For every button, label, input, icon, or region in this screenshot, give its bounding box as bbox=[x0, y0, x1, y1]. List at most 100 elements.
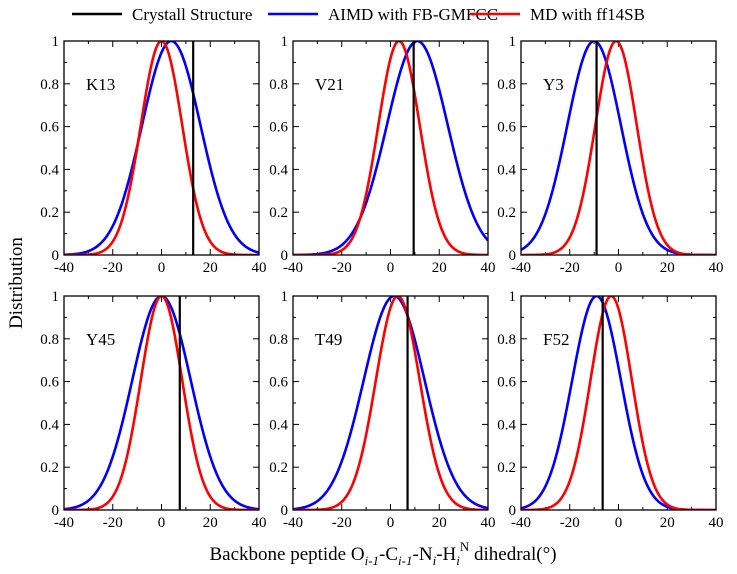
y-tick-label: 0.8 bbox=[40, 77, 59, 93]
x-tick-label: 20 bbox=[660, 260, 675, 276]
panel-f52: -40 -20 0 20 40 0 0.2 0.4 0.6 0.8 1 F52 bbox=[497, 289, 723, 531]
x-tick-label: -40 bbox=[511, 260, 531, 276]
y-tick-label: 0.6 bbox=[269, 375, 288, 391]
aimd-curve bbox=[521, 41, 716, 255]
y-tick-label: 0.4 bbox=[497, 162, 516, 178]
x-tick-label: 0 bbox=[615, 260, 623, 276]
md-curve bbox=[293, 41, 488, 255]
x-tick-label: 20 bbox=[660, 515, 675, 531]
legend-label-2: MD with ff14SB bbox=[530, 5, 645, 24]
panel-label: F52 bbox=[543, 330, 569, 349]
y-tick-label: 0 bbox=[281, 503, 289, 519]
x-axis-title: Backbone peptide Oi-1-Ci-1-Ni-HiN dihedr… bbox=[209, 539, 556, 568]
panel-k13: -40 -20 0 20 40 0 0.2 0.4 0.6 0.8 1 K13 bbox=[40, 34, 266, 276]
x-tick-label: 40 bbox=[481, 260, 496, 276]
y-tick-label: 0.8 bbox=[269, 332, 288, 348]
y-tick-label: 0.8 bbox=[497, 332, 516, 348]
y-tick-label: 0.6 bbox=[269, 120, 288, 136]
panel-frame bbox=[520, 40, 717, 256]
aimd-curve bbox=[64, 41, 259, 255]
y-tick-label: 0 bbox=[281, 248, 289, 264]
md-curve bbox=[521, 41, 716, 255]
aimd-curve bbox=[293, 296, 488, 510]
y-tick-label: 0.2 bbox=[497, 460, 516, 476]
y-tick-label: 0.4 bbox=[40, 162, 59, 178]
panel-frame bbox=[63, 295, 260, 511]
md-curve bbox=[64, 41, 259, 255]
panels-grid: -40 -20 0 20 40 0 0.2 0.4 0.6 0.8 1 K13 -40 -20 0 20 40 0… bbox=[40, 34, 723, 531]
y-tick-label: 0.4 bbox=[269, 417, 288, 433]
x-tick-label: 0 bbox=[158, 515, 166, 531]
aimd-curve bbox=[293, 41, 488, 255]
y-tick-label: 0.2 bbox=[40, 460, 59, 476]
aimd-curve bbox=[521, 296, 716, 510]
x-tick-label: 40 bbox=[481, 515, 496, 531]
y-tick-label: 0.6 bbox=[497, 120, 516, 136]
x-tick-label: -20 bbox=[560, 515, 580, 531]
y-tick-label: 0.4 bbox=[269, 162, 288, 178]
y-tick-label: 1 bbox=[281, 34, 289, 50]
y-tick-label: 0.2 bbox=[40, 205, 59, 221]
x-tick-label: -40 bbox=[511, 515, 531, 531]
panel-y3: -40 -20 0 20 40 0 0.2 0.4 0.6 0.8 1 Y3 bbox=[497, 34, 723, 276]
y-tick-label: 0.2 bbox=[269, 205, 288, 221]
legend-label-1: AIMD with FB-GMFCC bbox=[328, 5, 498, 24]
x-tick-label: -40 bbox=[283, 515, 303, 531]
aimd-curve bbox=[64, 296, 259, 510]
y-tick-label: 0.4 bbox=[497, 417, 516, 433]
x-tick-label: 0 bbox=[387, 515, 395, 531]
y-tick-label: 0 bbox=[52, 248, 60, 264]
panel-label: Y3 bbox=[543, 75, 564, 94]
x-tick-label: -40 bbox=[54, 260, 74, 276]
x-tick-label: 20 bbox=[203, 515, 218, 531]
panel-label: T49 bbox=[315, 330, 342, 349]
x-tick-label: -20 bbox=[560, 260, 580, 276]
y-tick-label: 0.2 bbox=[269, 460, 288, 476]
panel-label: Y45 bbox=[86, 330, 115, 349]
y-tick-label: 0 bbox=[509, 248, 517, 264]
y-tick-label: 0.8 bbox=[269, 77, 288, 93]
y-tick-label: 1 bbox=[509, 289, 517, 305]
y-axis-title: Distribution bbox=[6, 237, 27, 329]
md-curve bbox=[64, 296, 259, 510]
x-tick-label: 0 bbox=[615, 515, 623, 531]
y-tick-label: 0.2 bbox=[497, 205, 516, 221]
y-tick-label: 0 bbox=[52, 503, 60, 519]
panel-label: V21 bbox=[315, 75, 344, 94]
panel-frame bbox=[292, 295, 489, 511]
x-tick-label: -20 bbox=[103, 260, 123, 276]
x-tick-label: 40 bbox=[252, 515, 267, 531]
panel-frame bbox=[520, 295, 717, 511]
x-tick-label: 40 bbox=[252, 260, 267, 276]
x-tick-label: -40 bbox=[283, 260, 303, 276]
y-tick-label: 1 bbox=[509, 34, 517, 50]
x-tick-label: -20 bbox=[332, 515, 352, 531]
legend-label-0: Crystall Structure bbox=[132, 5, 252, 24]
y-tick-label: 1 bbox=[52, 34, 60, 50]
y-tick-label: 0.4 bbox=[40, 417, 59, 433]
y-tick-label: 0.6 bbox=[40, 375, 59, 391]
x-tick-label: 20 bbox=[203, 260, 218, 276]
x-tick-label: 20 bbox=[432, 515, 447, 531]
panel-frame bbox=[63, 40, 260, 256]
x-tick-label: -20 bbox=[103, 515, 123, 531]
y-tick-label: 0.8 bbox=[497, 77, 516, 93]
y-tick-label: 1 bbox=[281, 289, 289, 305]
panel-t49: -40 -20 0 20 40 0 0.2 0.4 0.6 0.8 1 T49 bbox=[269, 289, 495, 531]
y-tick-label: 0.6 bbox=[497, 375, 516, 391]
x-tick-label: -20 bbox=[332, 260, 352, 276]
y-tick-label: 0.8 bbox=[40, 332, 59, 348]
x-tick-label: -40 bbox=[54, 515, 74, 531]
x-tick-label: 40 bbox=[709, 260, 724, 276]
panel-frame bbox=[292, 40, 489, 256]
x-tick-label: 0 bbox=[158, 260, 166, 276]
md-curve bbox=[293, 296, 488, 510]
panel-label: K13 bbox=[86, 75, 115, 94]
x-tick-label: 20 bbox=[432, 260, 447, 276]
y-tick-label: 1 bbox=[52, 289, 60, 305]
panel-v21: -40 -20 0 20 40 0 0.2 0.4 0.6 0.8 1 V21 bbox=[269, 34, 495, 276]
y-tick-label: 0 bbox=[509, 503, 517, 519]
y-tick-label: 0.6 bbox=[40, 120, 59, 136]
legend: Crystall Structure AIMD with FB-GMFCC MD w… bbox=[72, 5, 645, 24]
x-tick-label: 40 bbox=[709, 515, 724, 531]
